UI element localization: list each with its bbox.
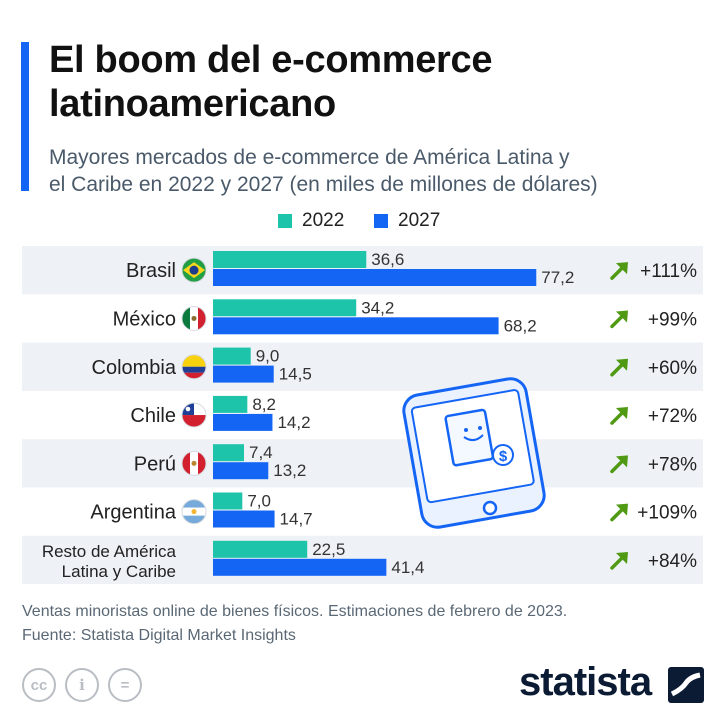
no-derivatives-icon[interactable]: =: [108, 668, 142, 702]
value-label-2027: 77,2: [541, 268, 574, 287]
growth-label: +84%: [648, 551, 697, 572]
bar-2022: [213, 492, 243, 510]
bar-2022: [213, 251, 367, 268]
category-labels: Brasil México Colombia Chile Perú Argentina Re…: [42, 260, 177, 581]
growth-arrow-icon: [610, 407, 628, 425]
growth-arrow-icon: [610, 310, 628, 329]
value-label-2022: 36,6: [371, 250, 404, 269]
footnote-note: Ventas minoristas online de bienes físic…: [22, 603, 568, 620]
legend-label-2027: 2027: [398, 210, 441, 231]
value-label-2027: 13,2: [273, 461, 306, 480]
growth-arrow-icon: [610, 551, 628, 570]
bar-2027: [213, 510, 275, 528]
bar-2027: [213, 269, 537, 286]
bar-2022: [213, 299, 357, 317]
growth-label: +111%: [640, 261, 697, 282]
growth-label: +109%: [637, 503, 697, 524]
bar-2027: [213, 365, 274, 383]
legend-label-2022: 2022: [302, 210, 345, 231]
bar-2027: [213, 558, 387, 576]
chart-subtitle-line-1: Mayores mercados de e-commerce de Améric…: [49, 146, 570, 169]
smartphone-illustration: $: [402, 377, 546, 529]
bar-2022: [213, 540, 308, 558]
legend-swatch-2027: [374, 214, 388, 228]
growth-label: +72%: [648, 406, 697, 427]
value-label-2027: 14,5: [279, 365, 312, 384]
bar-2022: [213, 444, 244, 462]
chile-flag-icon: [181, 402, 207, 428]
value-label-2022: 7,0: [247, 492, 271, 511]
growth-arrow-icon: [610, 503, 628, 522]
category-label: Colombia: [92, 357, 177, 379]
value-label-2022: 9,0: [256, 347, 280, 366]
bar-2027: [213, 413, 273, 431]
statista-logo[interactable]: statista: [519, 660, 652, 704]
growth-arrow-icon: [610, 358, 628, 377]
growth-arrow-icon: [610, 455, 628, 474]
chart-subtitle: Mayores mercados de e-commerce de Améric…: [49, 144, 709, 198]
category-label: Latina y Caribe: [62, 562, 176, 581]
row-band: [22, 342, 703, 391]
growth-arrow-icon: [610, 262, 628, 280]
bars: [213, 251, 537, 576]
bar-2027: [213, 462, 269, 480]
value-label-2027: 14,7: [280, 510, 313, 529]
legend: 2022 2027: [0, 210, 725, 234]
cc-icon[interactable]: cc: [22, 668, 56, 702]
row-bands: [22, 246, 703, 585]
category-label: México: [113, 308, 176, 330]
value-label-2022: 34,2: [361, 298, 394, 317]
value-label-2027: 14,2: [277, 413, 310, 432]
argentina-flag-icon: [181, 499, 207, 525]
chart-title: El boom del e-commerce latinoamericano: [49, 38, 709, 126]
value-labels: 36,6 77,2 34,2 68,2 9,014,58,214,27,413,27,0…: [247, 250, 574, 577]
colombia-flag-icon: [181, 354, 207, 380]
brazil-flag-icon: [181, 257, 207, 283]
category-label: Resto de América: [42, 542, 177, 561]
growth-label: +60%: [648, 358, 697, 379]
flag-icons: [181, 257, 207, 525]
bar-2022: [213, 347, 251, 365]
legend-item-2027: 2027: [374, 210, 440, 232]
bar-2022: [213, 395, 248, 413]
svg-text:$: $: [499, 448, 508, 465]
peru-flag-icon: [181, 450, 207, 476]
footnote: Ventas minoristas online de bienes físic…: [22, 600, 567, 648]
growth-labels: +111% +99% +60% +72% +78% +109% +84%: [610, 261, 697, 572]
value-label-2027: 41,4: [391, 558, 424, 577]
category-label: Brasil: [126, 260, 176, 282]
statista-logo-mark-icon: [668, 667, 704, 703]
legend-swatch-2022: [278, 214, 292, 228]
growth-label: +78%: [648, 454, 697, 475]
value-label-2022: 22,5: [312, 540, 345, 559]
growth-label: +99%: [648, 309, 697, 330]
title-accent-bar: [21, 42, 29, 191]
legend-item-2022: 2022: [278, 210, 344, 232]
attribution-icon[interactable]: i: [65, 668, 99, 702]
footnote-source: Fuente: Statista Digital Market Insights: [22, 627, 296, 644]
mexico-flag-icon: [181, 305, 207, 331]
bar-2027: [213, 317, 499, 335]
chart-title-line-1: El boom del e-commerce: [49, 39, 493, 81]
value-label-2027: 68,2: [504, 316, 537, 335]
category-label: Chile: [130, 405, 176, 427]
category-label: Perú: [134, 453, 176, 475]
row-band: [22, 439, 703, 488]
chart-subtitle-line-2: el Caribe en 2022 y 2027 (en miles de mi…: [49, 173, 598, 196]
value-label-2022: 8,2: [252, 395, 276, 414]
category-label: Argentina: [90, 502, 176, 524]
chart-title-line-2: latinoamericano: [49, 83, 336, 125]
value-label-2022: 7,4: [249, 443, 273, 462]
